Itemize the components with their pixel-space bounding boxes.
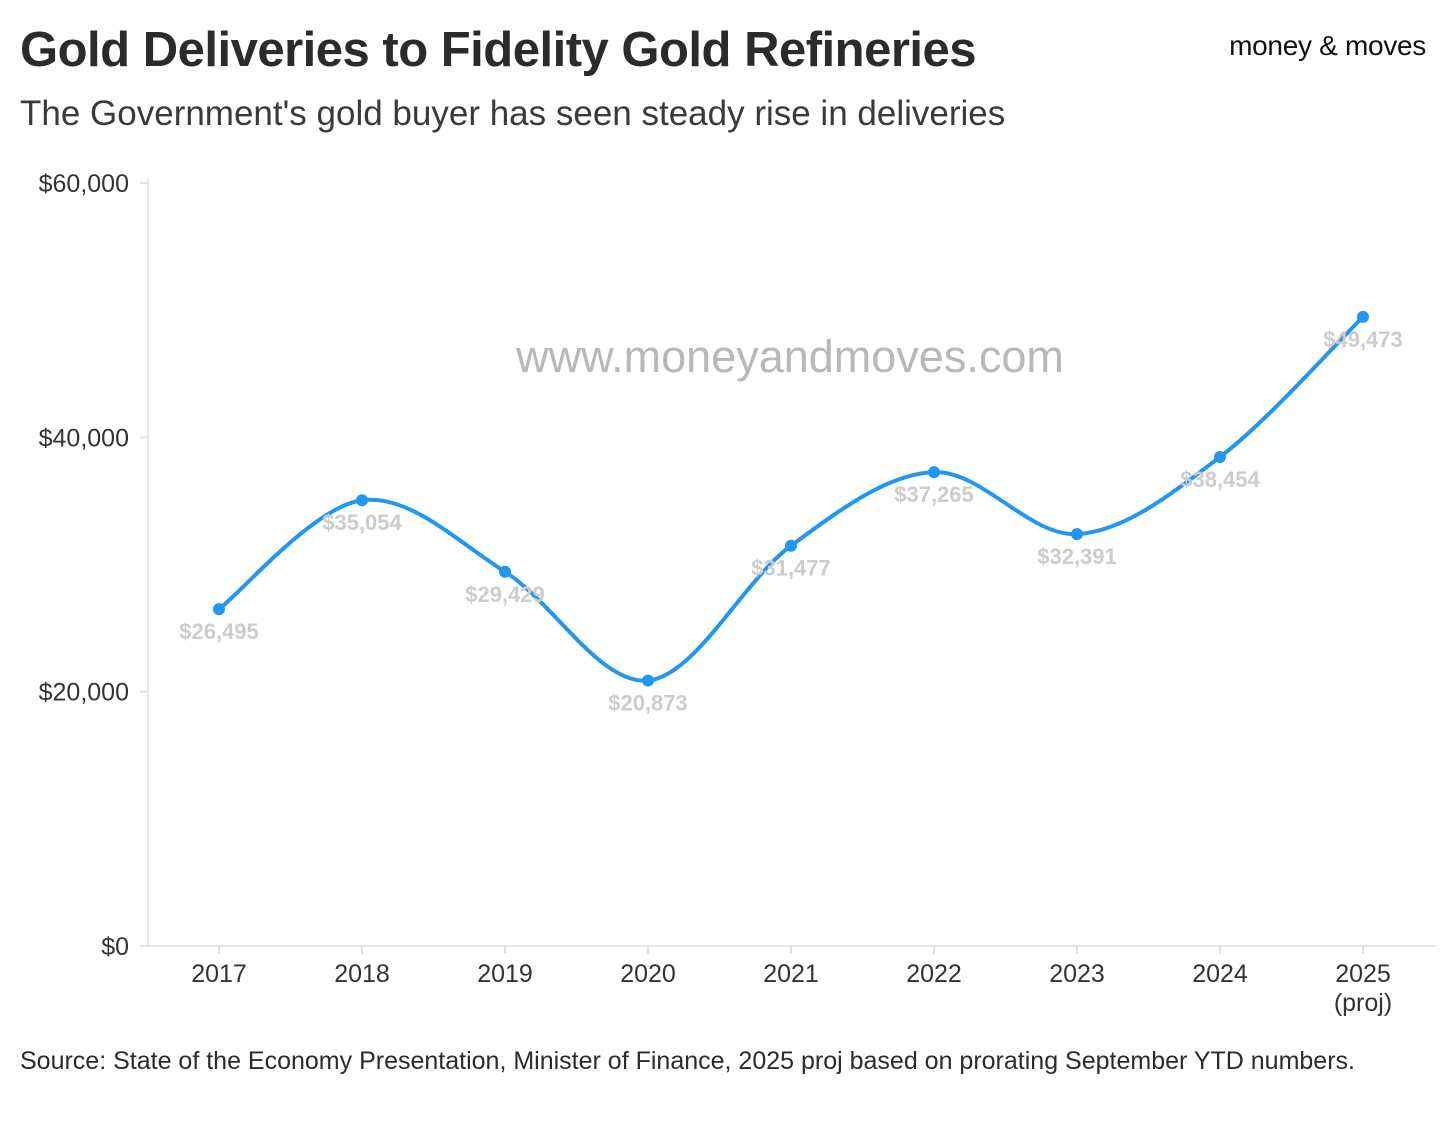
data-point-2018	[356, 494, 368, 507]
line-chart: www.moneyandmoves.com $0 $20,000 $40,000 $6…	[39, 170, 1436, 1017]
y-tick-label: $40,000	[39, 424, 129, 452]
source-note: Source: State of the Economy Presentatio…	[20, 1047, 1355, 1075]
x-tick-label: 2021	[763, 960, 819, 988]
y-tick-label: $60,000	[39, 170, 129, 198]
x-tick-label: 2022	[906, 960, 962, 988]
data-point-2024	[1214, 450, 1226, 463]
data-label-2017: $26,495	[179, 619, 259, 644]
data-point-2020	[642, 674, 654, 687]
x-tick-label: 2020	[620, 960, 676, 988]
data-label-2023: $32,391	[1037, 544, 1117, 569]
data-label-2018: $35,054	[322, 510, 402, 535]
data-label-2024: $38,454	[1180, 467, 1260, 492]
data-point-2025	[1357, 310, 1369, 323]
x-tick-label: 2024	[1192, 960, 1248, 988]
x-tick-label: 2025	[1335, 960, 1391, 988]
chart-title: Gold Deliveries to Fidelity Gold Refiner…	[20, 23, 977, 77]
data-point-2023	[1071, 528, 1083, 541]
x-tick-label: 2023	[1049, 960, 1105, 988]
y-tick-label: $0	[101, 933, 129, 961]
x-tick-label: 2018	[334, 960, 390, 988]
x-tick-label: 2017	[191, 960, 247, 988]
chart-subtitle: The Government's gold buyer has seen ste…	[20, 94, 1006, 133]
data-series-line	[217, 314, 1365, 683]
data-label-2021: $31,477	[751, 556, 831, 581]
data-point-2019	[499, 565, 511, 578]
data-point-2017	[213, 603, 225, 616]
y-tick-label: $20,000	[39, 679, 129, 707]
data-label-2020: $20,873	[608, 691, 688, 716]
data-point-2022	[928, 466, 940, 479]
data-label-2019: $29,429	[465, 582, 545, 607]
brand-logo: money & moves	[1229, 30, 1426, 61]
x-tick-label: 2019	[477, 960, 533, 988]
watermark: www.moneyandmoves.com	[515, 331, 1064, 382]
data-label-2022: $37,265	[894, 482, 974, 507]
x-tick-sublabel: (proj)	[1334, 989, 1392, 1017]
data-label-2025: $49,473	[1323, 327, 1403, 352]
data-point-2021	[785, 539, 797, 552]
